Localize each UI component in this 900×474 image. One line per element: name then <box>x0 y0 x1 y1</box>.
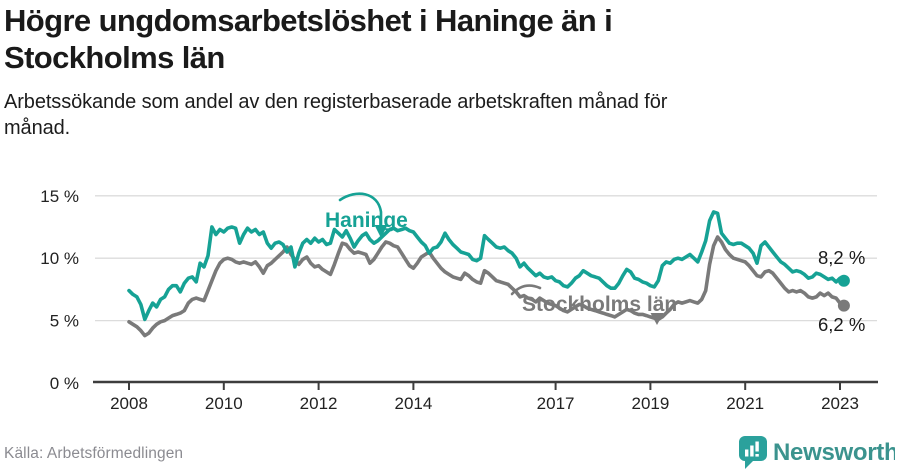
x-axis-tick-label: 2012 <box>300 394 338 413</box>
series-line-stockholms-lan <box>127 235 846 338</box>
y-axis-tick-label: 0 % <box>50 374 79 393</box>
y-axis-tick-label: 10 % <box>40 249 79 268</box>
series-line-haninge <box>127 210 846 322</box>
x-axis-tick-label: 2023 <box>821 394 859 413</box>
x-axis-tick-labels: 2008 2010 2012 2014 2017 2019 2021 2023 <box>110 394 859 413</box>
gridlines <box>95 195 877 322</box>
y-axis-tick-label: 15 % <box>40 187 79 206</box>
x-axis-ticks <box>128 382 841 390</box>
line-chart: 2008 2010 2012 2014 2017 2019 2021 2023 0 % 5 % 1… <box>40 187 878 413</box>
source-note: Källa: Arbetsförmedlingen <box>4 445 184 462</box>
logo-speech-bubble-icon <box>739 436 767 469</box>
x-axis-tick-label: 2017 <box>537 394 575 413</box>
series-label-stockholms-lan: Stockholms län <box>522 293 677 316</box>
stockholms-lan-annotation-arrow <box>510 284 664 325</box>
page-subtitle: Arbetssökande som andel av den registerb… <box>4 91 668 140</box>
end-dot-stockholms-lan <box>837 299 850 312</box>
x-axis-tick-label: 2008 <box>110 394 148 413</box>
x-axis-tick-label: 2014 <box>394 394 432 413</box>
x-axis-tick-label: 2021 <box>726 394 764 413</box>
end-dot-haninge <box>837 274 850 287</box>
logo-wordmark: Newsworthy <box>773 439 895 466</box>
y-axis-tick-label: 5 % <box>50 312 79 331</box>
chart-header: Högre ungdomsarbetslöshet i Haninge än i… <box>4 2 884 141</box>
y-axis-tick-labels: 0 % 5 % 10 % 15 % <box>40 187 79 393</box>
series-label-haninge: Haninge <box>325 209 408 232</box>
logo-bar-chart-icon <box>745 441 759 457</box>
page-title: Högre ungdomsarbetslöshet i Haninge än i… <box>4 3 613 76</box>
haninge-annotation-arrow <box>338 192 388 238</box>
x-axis-tick-label: 2010 <box>205 394 243 413</box>
footer: Källa: Arbetsförmedlingen Newsworthy <box>0 434 900 474</box>
end-value-label-stockholms-lan: 6,2 % <box>818 314 865 335</box>
x-axis-tick-label: 2019 <box>631 394 669 413</box>
end-value-label-haninge: 8,2 % <box>818 247 865 268</box>
newsworthy-logo: Newsworthy <box>739 436 895 469</box>
